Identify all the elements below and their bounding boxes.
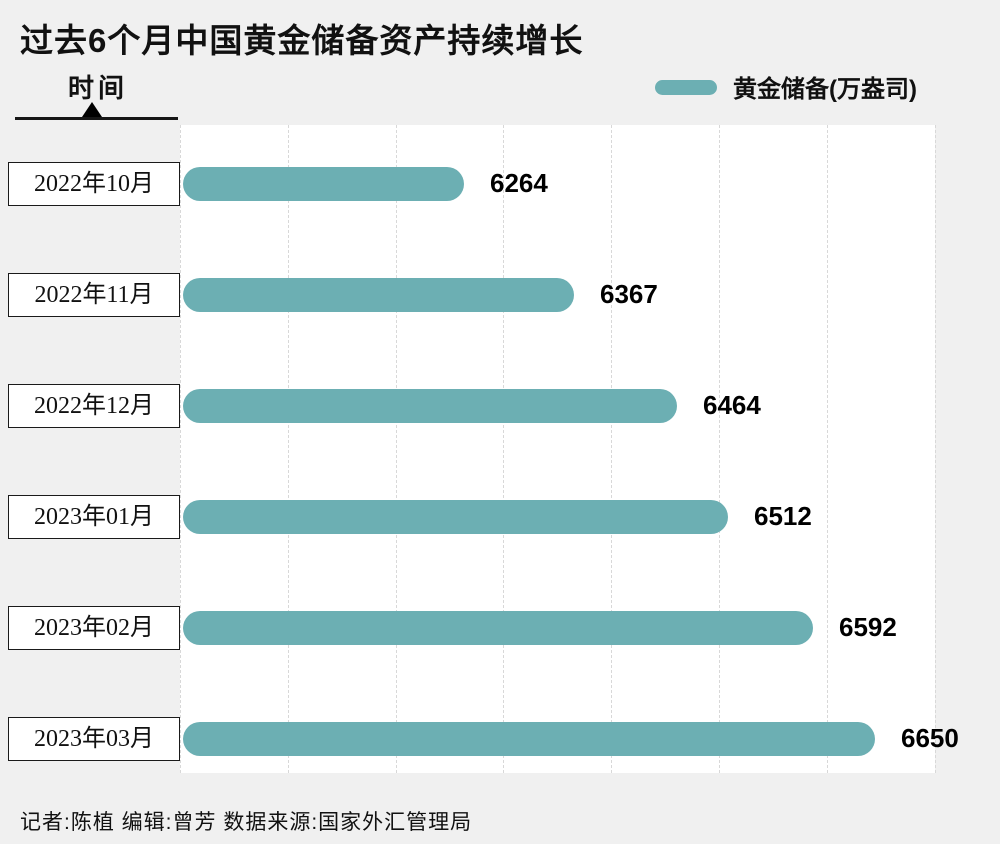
bar-row: 2023年02月 6592 [0, 606, 1000, 650]
value-label: 6264 [490, 168, 548, 198]
category-label: 2022年12月 [8, 384, 180, 428]
bar [183, 167, 464, 201]
value-label: 6464 [703, 390, 761, 420]
value-label: 6592 [839, 612, 897, 642]
bar-row: 2023年03月 6650 [0, 717, 1000, 761]
category-label: 2023年03月 [8, 717, 180, 761]
gridline [826, 125, 828, 773]
gridline [719, 125, 720, 773]
value-label: 6367 [600, 279, 658, 309]
bar-row: 2022年12月 6464 [0, 384, 1000, 428]
value-label: 6650 [901, 723, 959, 753]
category-label: 2023年01月 [8, 495, 180, 539]
legend-swatch [655, 80, 717, 95]
gridline [503, 125, 505, 773]
axis-arrow-icon [82, 102, 102, 117]
gridline [611, 125, 613, 773]
bar [183, 722, 875, 756]
legend-label: 黄金储备(万盎司) [733, 76, 917, 103]
page-title: 过去6个月中国黄金储备资产持续增长 [20, 22, 584, 59]
gridline [395, 125, 397, 773]
bar [183, 611, 813, 645]
category-label: 2022年10月 [8, 162, 180, 206]
axis-baseline [15, 117, 178, 120]
bar-row: 2023年01月 6512 [0, 495, 1000, 539]
category-label: 2022年11月 [8, 273, 180, 317]
bar [183, 389, 677, 423]
source-note: 记者:陈植 编辑:曾芳 数据来源:国家外汇管理局 [20, 811, 473, 834]
bar [183, 500, 728, 534]
gridline [934, 125, 936, 773]
gridline [180, 125, 181, 773]
category-label: 2023年02月 [8, 606, 180, 650]
gridline [287, 125, 289, 773]
y-axis-title: 时间 [68, 73, 129, 103]
bar-row: 2022年11月 6367 [0, 273, 1000, 317]
value-label: 6512 [754, 501, 812, 531]
bar-row: 2022年10月 6264 [0, 162, 1000, 206]
bar [183, 278, 574, 312]
plot-area [180, 125, 936, 773]
